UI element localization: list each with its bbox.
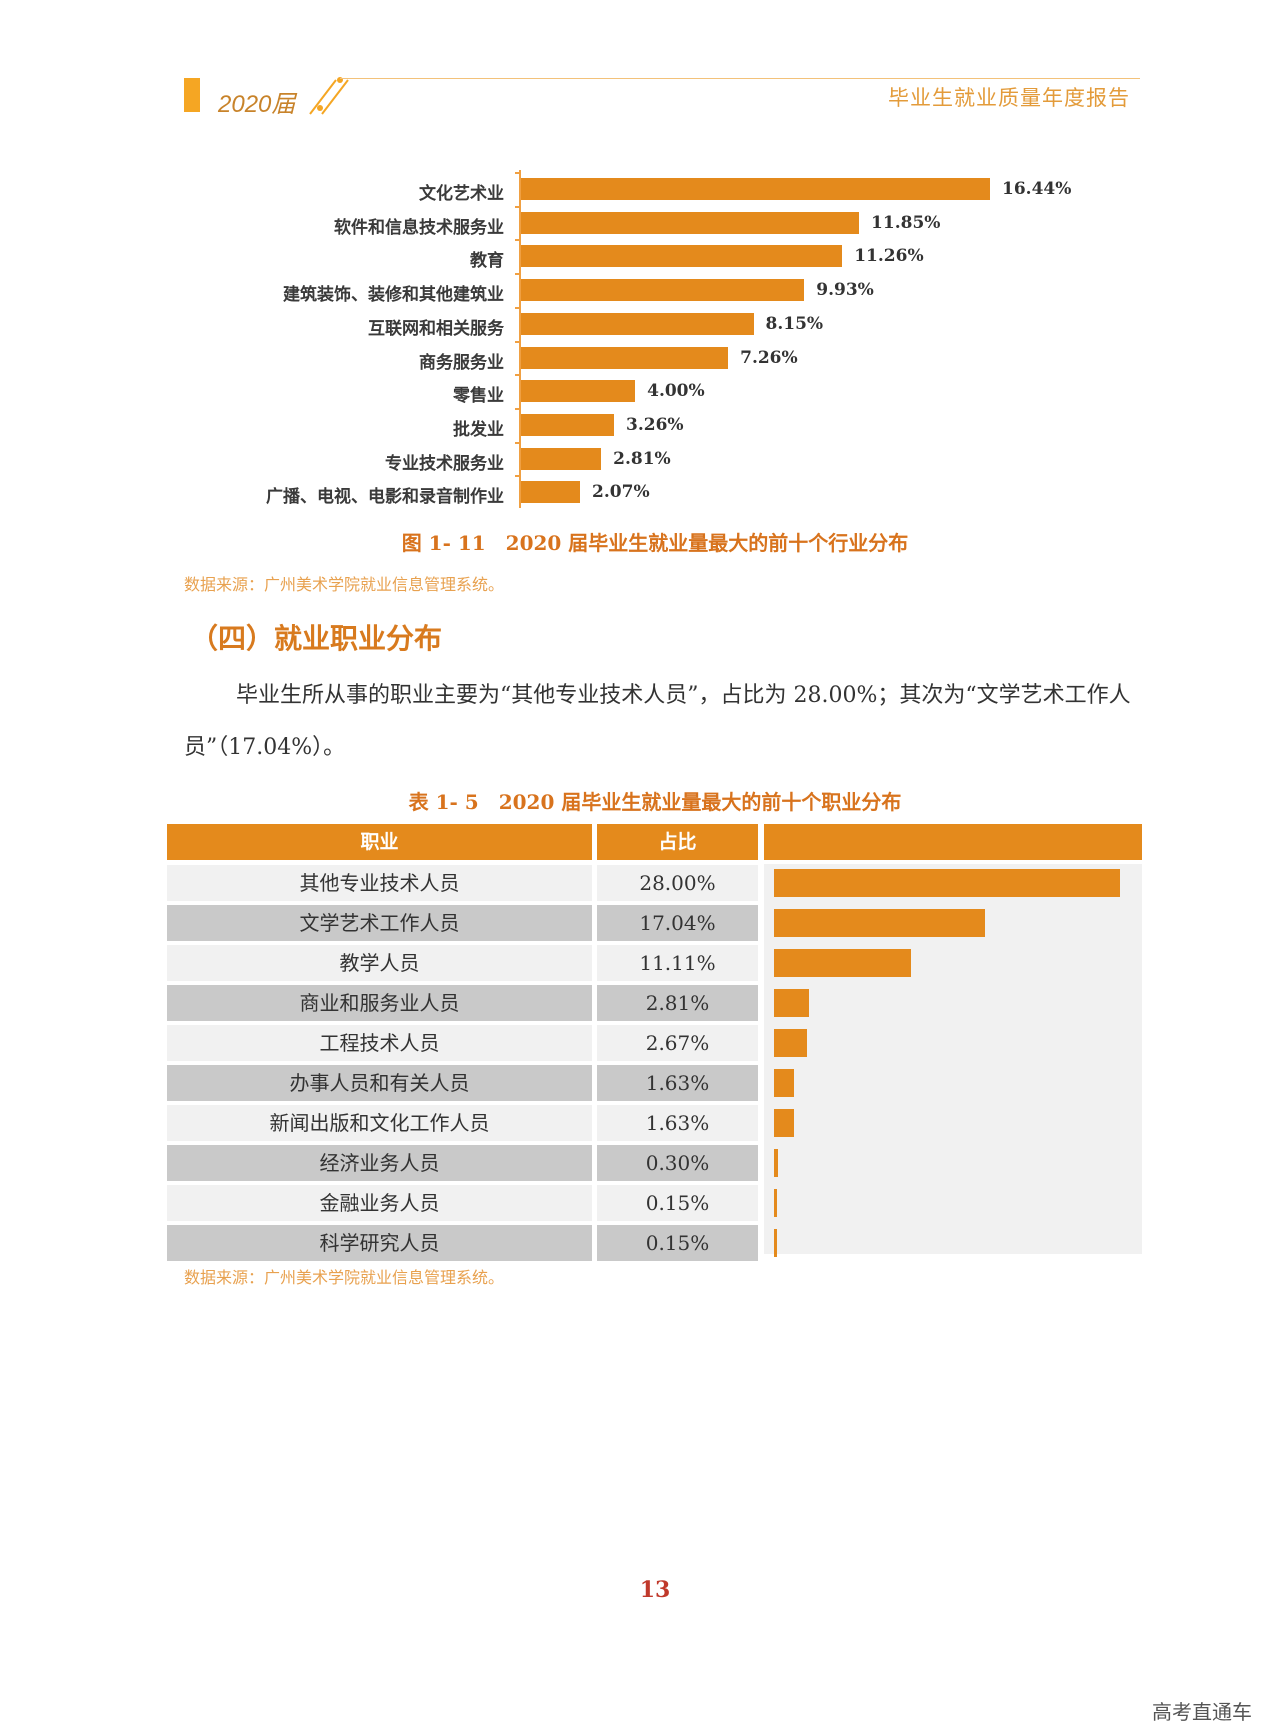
header-accent-block (184, 78, 200, 112)
chart-value-label: 11.26% (854, 246, 924, 267)
table-cell-job: 科学研究人员 (167, 1225, 592, 1261)
chart-bar (521, 346, 729, 369)
chart-value-label: 11.85% (871, 212, 941, 233)
chart-bar (521, 413, 614, 436)
table-cell-share: 2.67% (597, 1025, 758, 1061)
chart-value-label: 2.07% (592, 482, 650, 503)
chart-axis-tick (515, 239, 519, 242)
chart-bar (521, 312, 754, 335)
chart-bar (521, 279, 805, 302)
chart-category-label: 建筑装饰、装修和其他建筑业 (283, 285, 504, 306)
table-share-bar (774, 1229, 777, 1257)
chart-category-label: 广播、电视、电影和录音制作业 (266, 487, 504, 508)
table-cell-job: 金融业务人员 (167, 1185, 592, 1221)
chart-category-label: 教育 (470, 251, 504, 272)
chart-value-label: 16.44% (1002, 179, 1072, 199)
chart-axis-tick (515, 441, 519, 444)
table-share-bar (774, 869, 1120, 897)
chart-axis-tick (515, 205, 519, 208)
header-rule (340, 78, 1140, 79)
chart-bar (521, 447, 602, 470)
chart-axis-tick (515, 407, 519, 410)
table-cell-job: 新闻出版和文化工作人员 (167, 1105, 592, 1141)
header-report-title: 毕业生就业质量年度报告 (888, 86, 1130, 110)
chart-value-label: 2.81% (613, 448, 671, 469)
table-cell-share: 11.11% (597, 945, 758, 981)
chart-axis-tick (515, 172, 519, 174)
chart-axis-tick (515, 273, 519, 276)
figure-source: 数据来源：广州美术学院就业信息管理系统。 (184, 575, 505, 594)
table-source: 数据来源：广州美术学院就业信息管理系统。 (184, 1268, 505, 1287)
industry-bar-chart: 文化艺术业 16.44% 软件和信息技术服务业 11.85% 教育 11.26% 建筑装饰、… (0, 0, 1280, 520)
chart-axis-tick (515, 306, 519, 309)
chart-bar (521, 380, 636, 403)
header-year: 2020届 (218, 91, 296, 118)
chart-axis-tick (515, 340, 519, 343)
chart-bar (521, 481, 581, 504)
table-share-bar (774, 1029, 807, 1057)
table-share-bar (774, 1069, 795, 1097)
chart-category-label: 文化艺术业 (419, 184, 504, 204)
chart-value-label: 8.15% (765, 313, 824, 334)
table-cell-share: 0.30% (597, 1145, 758, 1181)
table-cell-share: 28.00% (597, 865, 758, 901)
table-header-bar (764, 824, 1142, 860)
chart-value-label: 3.26% (626, 414, 684, 435)
table-header-share: 占比 (597, 824, 758, 860)
table-cell-share: 17.04% (597, 905, 758, 941)
chart-bar (521, 245, 843, 268)
page-number: 13 (639, 1577, 671, 1603)
table-cell-job: 办事人员和有关人员 (167, 1065, 592, 1101)
table-share-bar (774, 949, 912, 977)
table-cell-job: 经济业务人员 (167, 1145, 592, 1181)
table-cell-share: 1.63% (597, 1105, 758, 1141)
table-share-bar (774, 1189, 777, 1217)
figure-caption: 图 1- 11 2020 届毕业生就业量最大的前十个行业分布 (401, 531, 909, 555)
table-cell-share: 0.15% (597, 1185, 758, 1221)
section-heading: （四）就业职业分布 (190, 622, 443, 655)
chart-axis (519, 170, 521, 508)
chart-category-label: 商务服务业 (419, 352, 504, 373)
section-paragraph: 毕业生所从事的职业主要为“其他专业技术人员”，占比为 28.00%；其次为“文学… (184, 683, 1131, 760)
table-cell-job: 工程技术人员 (167, 1025, 592, 1061)
header-decoration-icon (309, 77, 349, 115)
table-share-bar (774, 909, 985, 937)
table-share-bar (774, 1109, 795, 1137)
chart-value-label: 7.26% (740, 347, 798, 368)
table-cell-share: 1.63% (597, 1065, 758, 1101)
table-header-job: 职业 (167, 824, 592, 860)
chart-bar (521, 178, 990, 200)
chart-category-label: 专业技术服务业 (385, 453, 504, 474)
chart-value-label: 4.00% (647, 381, 705, 402)
chart-axis-tick (515, 475, 519, 478)
table-cell-share: 2.81% (597, 985, 758, 1021)
chart-category-label: 批发业 (453, 419, 504, 440)
table-cell-share: 0.15% (597, 1225, 758, 1261)
chart-category-label: 软件和信息技术服务业 (334, 217, 504, 238)
table-caption: 表 1- 5 2020 届毕业生就业量最大的前十个职业分布 (408, 790, 902, 814)
watermark: 高考直通车 (1152, 1700, 1252, 1724)
chart-category-label: 互联网和相关服务 (368, 318, 504, 339)
table-share-bar (774, 989, 809, 1017)
table-share-bar (774, 1149, 778, 1177)
table-cell-job: 其他专业技术人员 (167, 865, 592, 901)
table-cell-job: 教学人员 (167, 945, 592, 981)
chart-axis-tick (515, 374, 519, 377)
chart-bar (521, 211, 860, 234)
chart-value-label: 9.93% (816, 280, 874, 301)
table-cell-job: 文学艺术工作人员 (167, 905, 592, 941)
chart-category-label: 零售业 (453, 386, 504, 407)
table-cell-job: 商业和服务业人员 (167, 985, 592, 1021)
